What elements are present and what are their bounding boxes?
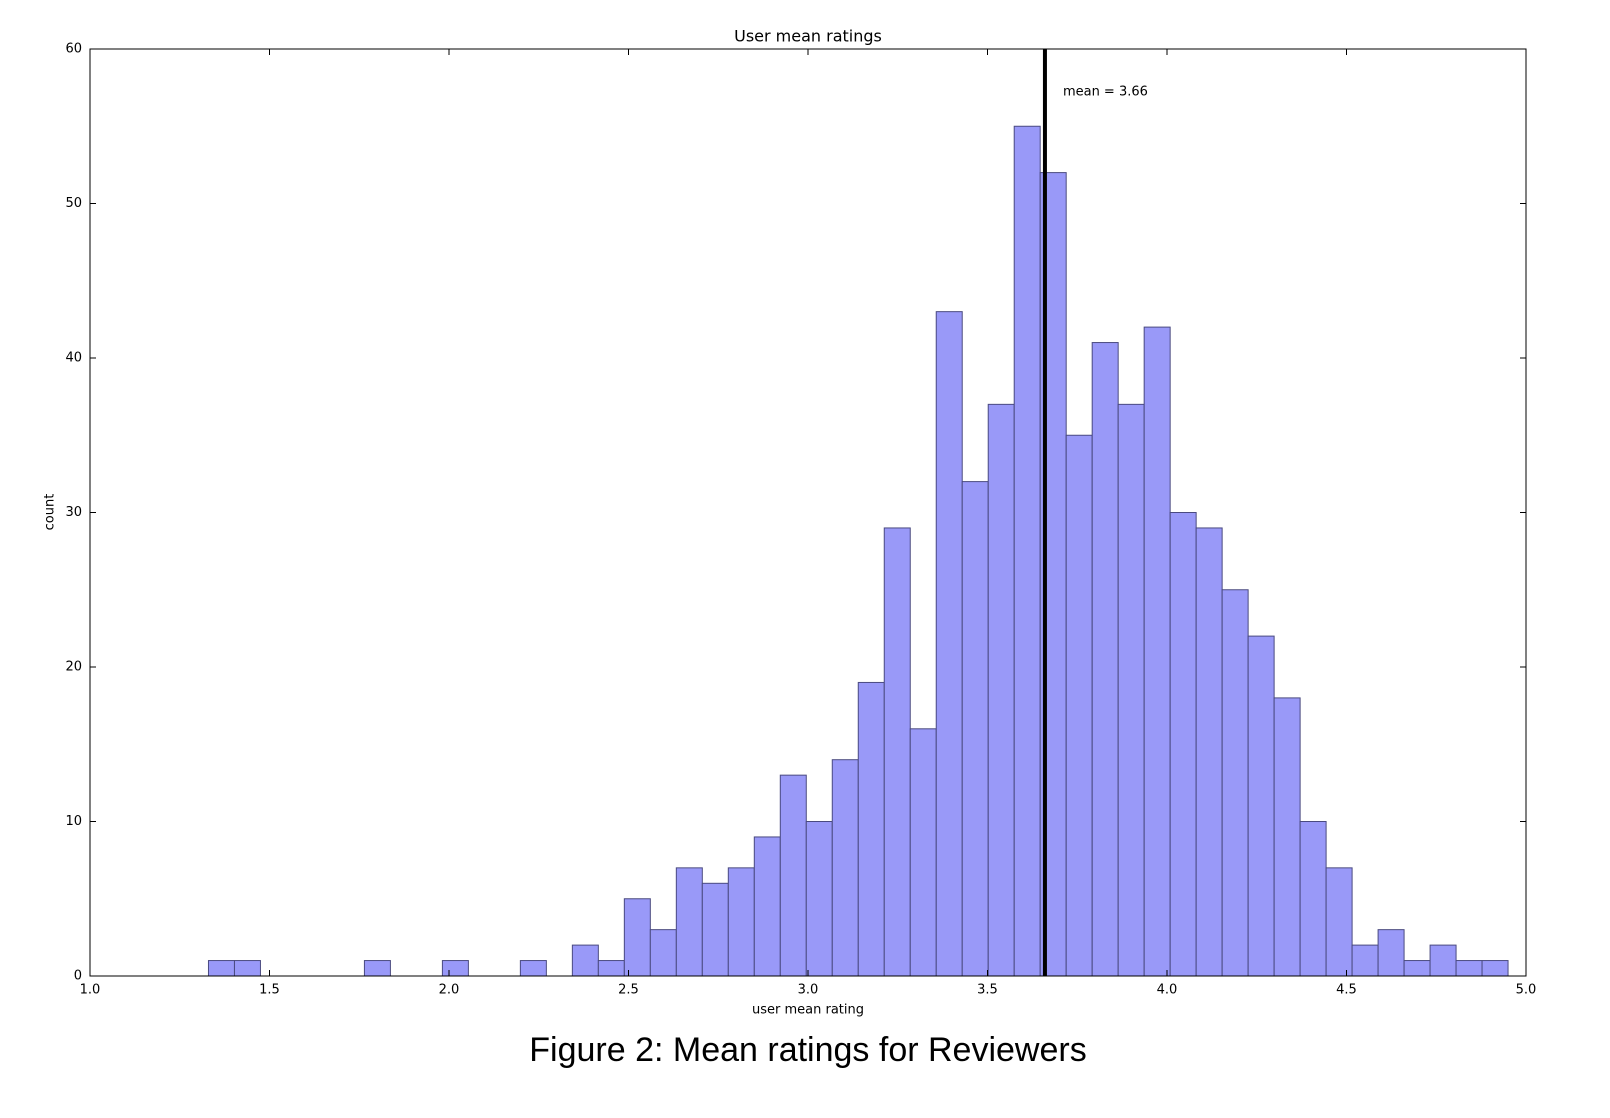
histogram-bar — [1221, 589, 1249, 977]
mean-annotation: mean = 3.66 — [1063, 85, 1148, 100]
y-tick-label: 40 — [65, 351, 82, 366]
histogram-bar — [1143, 326, 1171, 977]
y-tick-label: 0 — [74, 969, 82, 984]
histogram-bar — [1247, 635, 1275, 977]
histogram-bar — [675, 867, 703, 977]
histogram-bar — [1169, 512, 1197, 977]
histogram-bar — [1455, 960, 1483, 977]
x-tick-label: 1.0 — [80, 983, 101, 998]
x-tick-label: 3.0 — [798, 983, 819, 998]
histogram-bar — [233, 960, 261, 977]
histogram-bar — [519, 960, 547, 977]
histogram-bar — [1117, 403, 1145, 977]
histogram-bar — [1065, 434, 1093, 977]
y-tick-label: 50 — [65, 196, 82, 211]
x-tick-label: 4.0 — [1157, 983, 1178, 998]
y-tick-label: 10 — [65, 814, 82, 829]
histogram-bar — [909, 728, 937, 977]
histogram-bar — [1429, 944, 1457, 977]
histogram-bar — [753, 836, 781, 977]
x-tick-label: 3.5 — [977, 983, 998, 998]
histogram-bar — [935, 311, 963, 977]
y-tick-label: 20 — [65, 660, 82, 675]
histogram-bar — [1403, 960, 1431, 977]
x-axis-label: user mean rating — [752, 1003, 864, 1018]
histogram-bar — [363, 960, 391, 977]
histogram-bar — [1351, 944, 1379, 977]
histogram-bar — [1013, 125, 1041, 977]
x-tick-label: 2.5 — [618, 983, 639, 998]
histogram-bar — [727, 867, 755, 977]
histogram-bar — [831, 759, 859, 977]
x-tick-label: 2.0 — [439, 983, 460, 998]
histogram-bar — [857, 681, 885, 977]
histogram-bar — [1299, 821, 1327, 977]
x-tick-label: 5.0 — [1516, 983, 1537, 998]
histogram-bar — [1481, 960, 1509, 977]
histogram-bar — [649, 929, 677, 977]
histogram-bar — [207, 960, 235, 977]
histogram-bar — [1091, 342, 1119, 977]
histogram-bar — [883, 527, 911, 977]
histogram-bar — [701, 882, 729, 977]
chart-title: User mean ratings — [734, 27, 882, 46]
histogram-bar — [571, 944, 599, 977]
histogram-bar — [779, 774, 807, 977]
figure-caption: Figure 2: Mean ratings for Reviewers — [529, 1031, 1086, 1069]
histogram-bar — [961, 481, 989, 977]
y-axis-label: count — [43, 494, 58, 531]
y-tick-label: 60 — [65, 42, 82, 57]
histogram-bar — [597, 960, 625, 977]
histogram-bar — [805, 821, 833, 977]
x-tick-label: 1.5 — [259, 983, 280, 998]
histogram-bar — [623, 898, 651, 977]
histogram-bar — [1195, 527, 1223, 977]
histogram-bar — [1325, 867, 1353, 977]
histogram-bar — [1377, 929, 1405, 977]
histogram-bar — [1273, 697, 1301, 977]
x-tick-label: 4.5 — [1336, 983, 1357, 998]
histogram-bar — [987, 403, 1015, 977]
y-tick-label: 30 — [65, 505, 82, 520]
histogram-bar — [441, 960, 469, 977]
